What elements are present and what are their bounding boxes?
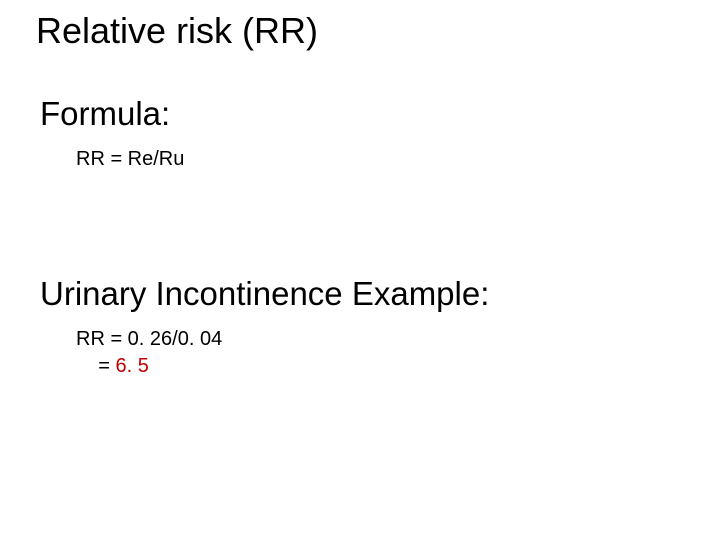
example-heading: Urinary Incontinence Example: [40,275,489,313]
example-body: RR = 0. 26/0. 04 = 6. 5 [76,328,222,378]
formula-expression: RR = Re/Ru [76,148,184,171]
formula-heading: Formula: [40,95,170,133]
example-result-value: 6. 5 [115,355,148,377]
example-expression: RR = 0. 26/0. 04 [76,328,222,351]
slide-title: Relative risk (RR) [36,10,318,52]
slide: Relative risk (RR) Formula: RR = Re/Ru U… [0,0,720,540]
example-result-line: = 6. 5 [76,355,222,378]
example-result-prefix: = [76,355,115,377]
